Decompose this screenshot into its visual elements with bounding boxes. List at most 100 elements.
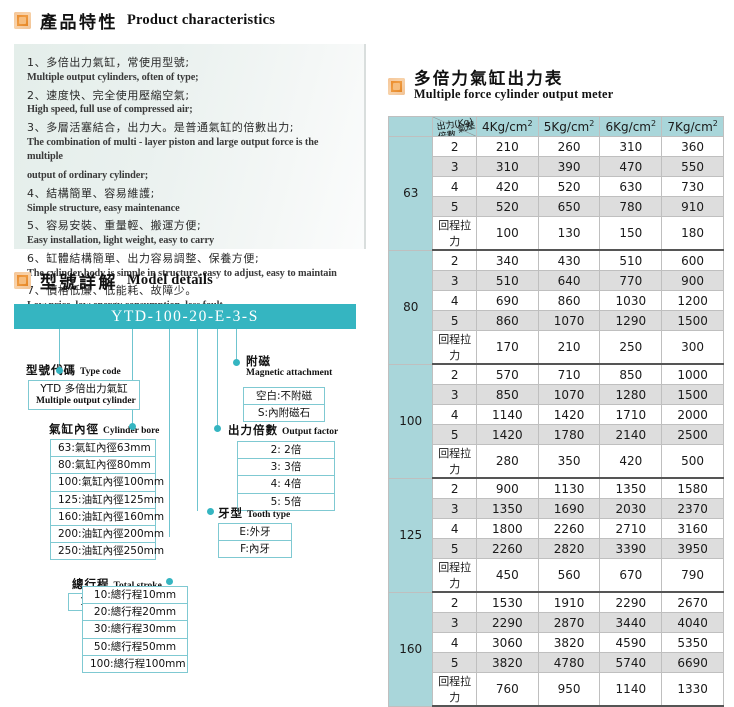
output-value-cell: 470: [599, 156, 663, 178]
table-row: 5 1420 1780 2140 2500: [389, 424, 724, 446]
column-header: 4Kg/cm2: [475, 116, 539, 138]
output-title-cn: 多倍力氣缸出力表: [414, 69, 564, 88]
table-row: 5 3820 4780 5740 6690: [389, 652, 724, 674]
output-value-cell: 1530: [475, 591, 539, 614]
output-value-cell: 1140: [475, 404, 539, 426]
output-value-cell: 210: [475, 136, 539, 158]
output-value-cell: 1350: [599, 477, 663, 500]
model-code-banner: YTD-100-20-E-3-S: [14, 304, 356, 329]
output-value-cell: 1780: [537, 424, 601, 446]
output-value-cell: 710: [537, 363, 601, 386]
table-row: 125 2 900 1130 1350 1580: [387, 477, 724, 593]
factor-cell: 3: [432, 270, 477, 292]
output-value-cell: 2820: [537, 538, 601, 560]
callout-output-factor: 出力倍數 Output factor: [228, 422, 338, 438]
output-value-cell: 2140: [599, 424, 663, 446]
factor-label-en: Output factor: [282, 427, 339, 437]
characteristics-title-en: Product characteristics: [127, 12, 276, 28]
output-value-cell: 4590: [599, 632, 663, 654]
bore-option: 125:油缸內徑125mm: [51, 492, 164, 509]
table-row: 回程拉力 450 560 670 790: [389, 558, 724, 594]
leader-line: [132, 329, 133, 426]
output-value-cell: 130: [537, 216, 601, 252]
factor-cell: 5: [432, 196, 477, 218]
output-value-cell: 1910: [537, 591, 601, 614]
output-value-cell: 170: [475, 330, 539, 366]
output-value-cell: 2000: [661, 404, 724, 426]
orange-square-icon: [14, 272, 31, 289]
output-value-cell: 570: [475, 363, 539, 386]
feature-item: 1、多倍出力氣缸，常使用型號; Multiple output cylinder…: [27, 55, 352, 85]
output-value-cell: 520: [475, 196, 539, 218]
factor-cell: 3: [432, 156, 477, 178]
output-value-cell: 510: [599, 249, 663, 272]
tooth-label-en: Tooth type: [247, 510, 291, 520]
factor-option: 2: 2倍: [238, 442, 334, 460]
factor-cell: 2: [432, 591, 477, 614]
stroke-option: 50:總行程50mm: [83, 639, 187, 656]
factor-cell: 2: [432, 136, 477, 158]
output-value-cell: 300: [661, 330, 724, 366]
bore-size-cell: 125: [387, 477, 434, 593]
table-row: 4 1140 1420 1710 2000: [389, 404, 724, 426]
stroke-options-list: 10:總行程10mm 20:總行程20mm 30:總行程30mm 50:總行程5…: [82, 586, 188, 673]
output-value-cell: 1350: [475, 498, 539, 520]
model-code-diagram: 型號代碼 Type code YTD 多倍出力氣缸 Multiple outpu…: [14, 329, 366, 614]
connector-dot: [166, 578, 173, 585]
bore-option: 250:油缸內徑250mm: [51, 543, 164, 561]
table-row: 63 2 210 260 310 360: [387, 136, 724, 251]
bore-option: 200:油缸內徑200mm: [51, 526, 164, 544]
feature-item: 5、容易安裝、重量輕、搬運方便; Easy installation, ligh…: [27, 218, 352, 248]
output-value-cell: 500: [661, 444, 724, 480]
output-value-cell: 670: [599, 558, 663, 594]
callout-magnetic: 附磁 Magnetic attachment: [246, 354, 332, 379]
magnetic-option: S:內附磁石: [244, 405, 324, 423]
bore-options-table: 63:氣缸內徑63mm 80:氣缸內徑80mm 100:氣缸內徑100mm 12…: [50, 439, 164, 561]
feature-item: 3、多層活塞結合，出力大。是普通氣缸的倍數出力; The combination…: [27, 120, 352, 183]
feature-en-cont: output of ordinary cylinder;: [27, 170, 149, 182]
output-value-cell: 1280: [599, 384, 663, 406]
output-value-cell: 280: [475, 444, 539, 480]
output-value-cell: 3440: [599, 612, 663, 634]
feature-en: Multiple output cylinders, often of type…: [27, 71, 199, 83]
output-value-cell: 900: [661, 270, 724, 292]
output-value-cell: 1140: [599, 672, 663, 707]
output-value-cell: 650: [537, 196, 601, 218]
feature-item: 4、結構簡單、容易維護; Simple structure, easy main…: [27, 186, 352, 216]
output-value-cell: 390: [537, 156, 601, 178]
output-value-cell: 850: [599, 363, 663, 386]
output-value-cell: 3950: [661, 538, 724, 560]
output-value-cell: 180: [661, 216, 724, 252]
type-code-value: YTD 多倍出力氣缸 Multiple output cylinder: [29, 381, 139, 410]
output-value-cell: 210: [537, 330, 601, 366]
factor-label-cn: 出力倍數: [228, 423, 278, 437]
tooth-options-table: E:外牙 F:內牙: [218, 523, 292, 559]
table-row: 3 2290 2870 3440 4040: [389, 612, 724, 634]
output-table: 氣壓 出力(Kg)倍數 4Kg/cm2 5Kg/cm2 6Kg/cm2 7Kg/…: [387, 116, 724, 707]
tooth-option: E:外牙: [219, 524, 291, 542]
output-table-head: 氣壓 出力(Kg)倍數 4Kg/cm2 5Kg/cm2 6Kg/cm2 7Kg/…: [387, 116, 724, 138]
feature-cn: 4、結構簡單、容易維護;: [27, 186, 155, 200]
factor-cell: 5: [432, 538, 477, 560]
output-value-cell: 310: [475, 156, 539, 178]
leader-line: [217, 329, 218, 428]
output-value-cell: 2670: [661, 591, 724, 614]
output-value-cell: 3160: [661, 518, 724, 540]
feature-cn: 3、多層活塞結合，出力大。是普通氣缸的倍數出力;: [27, 121, 295, 135]
factor-cell: 3: [432, 384, 477, 406]
output-value-cell: 1130: [537, 477, 601, 500]
output-value-cell: 2290: [599, 591, 663, 614]
column-header: 6Kg/cm2: [599, 116, 663, 138]
model-code-text: YTD-100-20-E-3-S: [111, 307, 259, 325]
column-header: 7Kg/cm2: [661, 116, 724, 138]
output-value-cell: 1070: [537, 310, 601, 332]
output-value-cell: 760: [475, 672, 539, 707]
output-value-cell: 1290: [599, 310, 663, 332]
output-value-cell: 1580: [661, 477, 724, 500]
factor-cell: 2: [432, 363, 477, 386]
output-value-cell: 260: [537, 136, 601, 158]
factor-cell: 3: [432, 612, 477, 634]
factor-cell: 4: [432, 176, 477, 198]
bore-size-cell: 160: [387, 591, 434, 707]
table-row: 4 3060 3820 4590 5350: [389, 632, 724, 654]
